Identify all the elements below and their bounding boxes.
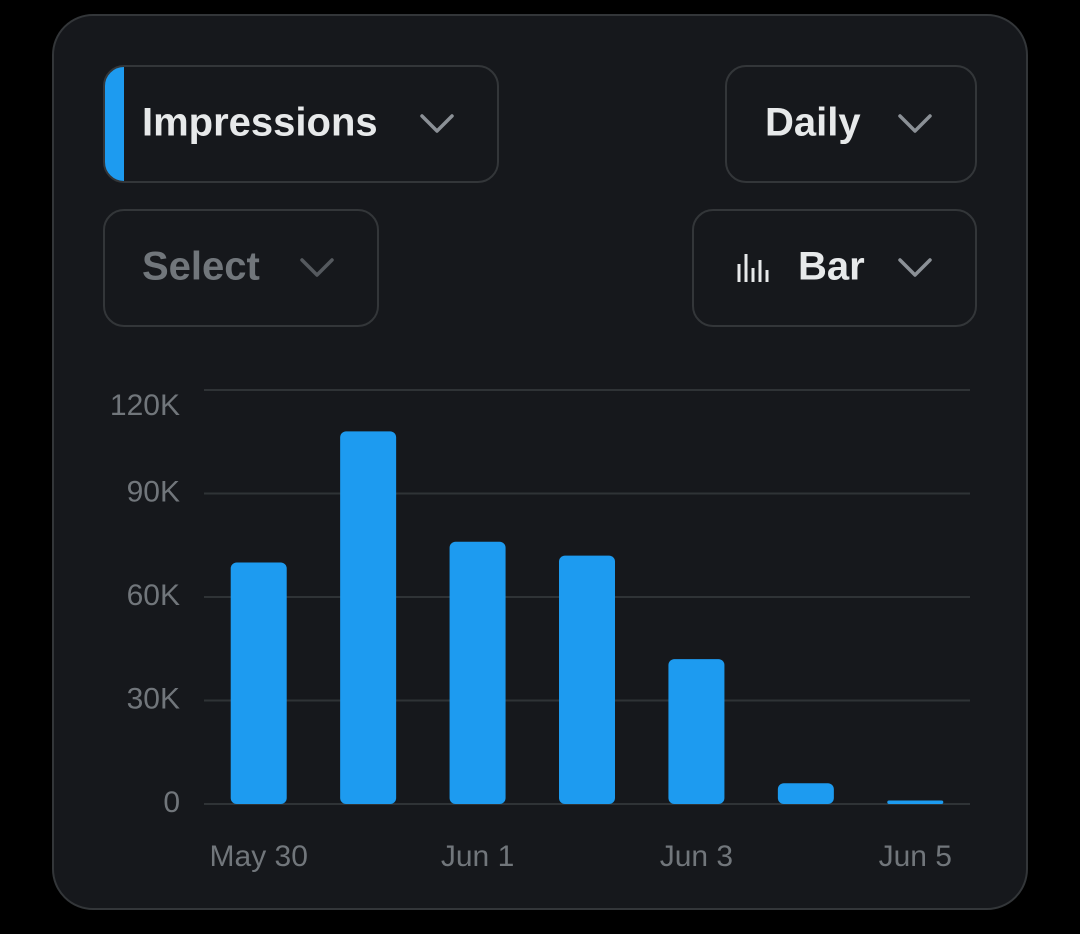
x-tick-label: May 30 bbox=[210, 840, 308, 873]
bar bbox=[449, 541, 506, 804]
dropdown-border bbox=[103, 65, 499, 183]
chevron bbox=[898, 114, 932, 133]
chart-style-dropdown[interactable]: Bar bbox=[692, 209, 977, 327]
interval-label: Daily bbox=[765, 101, 861, 145]
x-tick-label: Jun 3 bbox=[660, 840, 733, 873]
y-tick-label: 30K bbox=[127, 682, 180, 715]
x-tick-label: Jun 5 bbox=[879, 840, 952, 873]
interval-dropdown[interactable]: Daily bbox=[725, 65, 977, 183]
y-tick-label: 90K bbox=[127, 475, 180, 508]
metric-accent bbox=[104, 66, 124, 182]
chevron bbox=[898, 258, 932, 277]
bar bbox=[559, 555, 615, 804]
card bbox=[52, 14, 1028, 910]
dropdown-border bbox=[103, 209, 379, 327]
chart-style-label: Bar bbox=[798, 245, 865, 289]
x-tick-label: Jun 1 bbox=[441, 840, 514, 873]
bar bbox=[668, 659, 725, 804]
chevron bbox=[300, 258, 334, 277]
metric-label: Impressions bbox=[142, 101, 378, 145]
bar-icon bbox=[737, 254, 769, 282]
y-tick-label: 120K bbox=[110, 389, 180, 422]
chevron bbox=[420, 114, 454, 133]
dropdown-border bbox=[725, 65, 977, 183]
bar bbox=[340, 431, 397, 804]
dropdown-border bbox=[692, 209, 977, 327]
y-tick-label: 0 bbox=[163, 786, 180, 819]
y-tick-label: 60K bbox=[127, 579, 180, 612]
bar bbox=[777, 783, 834, 804]
compare-label: Select bbox=[142, 245, 260, 289]
bar bbox=[887, 800, 944, 804]
compare-dropdown[interactable]: Select bbox=[103, 209, 379, 327]
bar bbox=[230, 562, 287, 804]
metric-dropdown[interactable]: Impressions bbox=[103, 65, 499, 183]
